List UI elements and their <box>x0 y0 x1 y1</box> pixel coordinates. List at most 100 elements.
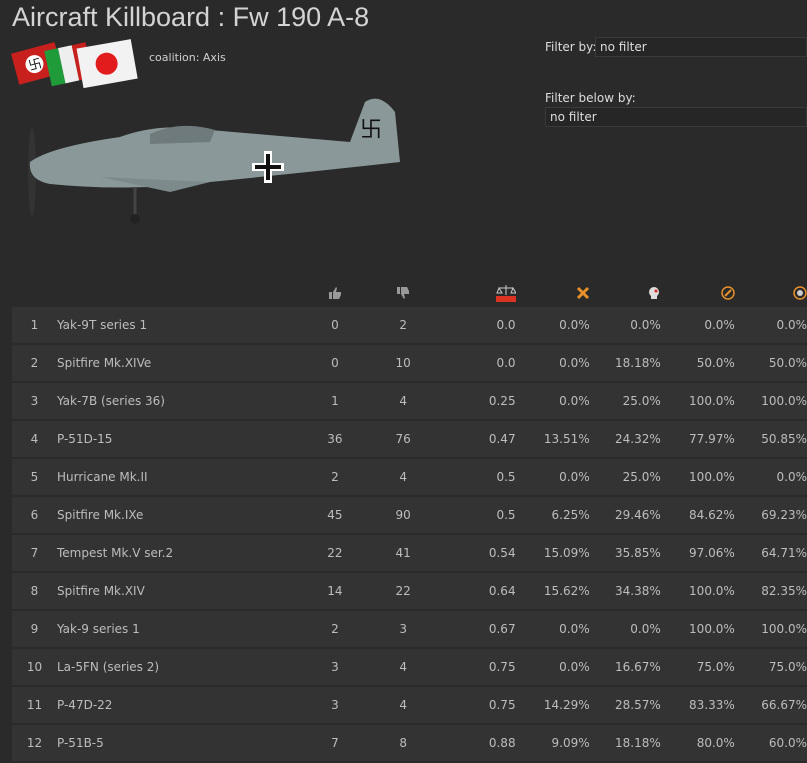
deaths-count: 4 <box>369 687 438 723</box>
stat-d: 64.71% <box>734 535 807 571</box>
stat-d: 100.0% <box>734 383 807 419</box>
stat-d: 100.0% <box>734 611 807 647</box>
table-row[interactable]: 2 Spitfire Mk.XIVe 0 10 0.0 0.0% 18.18% 50.0% 50… <box>12 345 807 381</box>
kills-count: 3 <box>300 649 370 685</box>
aircraft-name: P-51B-5 <box>57 725 301 761</box>
stat-c: 100.0% <box>660 611 735 647</box>
stat-d: 75.0% <box>734 649 807 685</box>
table-row[interactable]: 7 Tempest Mk.V ser.2 22 41 0.54 15.09% 35.85% 9… <box>12 535 807 571</box>
stat-a: 15.62% <box>515 573 590 609</box>
row-rank: 5 <box>12 459 57 495</box>
kd-ratio: 0.5 <box>437 459 516 495</box>
skull-icon <box>590 284 661 305</box>
stat-a: 0.0% <box>515 611 590 647</box>
row-rank: 2 <box>12 345 57 381</box>
row-rank: 7 <box>12 535 57 571</box>
aircraft-name: Yak-9T series 1 <box>57 307 301 343</box>
stat-d: 60.0% <box>734 725 807 761</box>
filter-select[interactable]: no filter <box>595 37 807 57</box>
filter-label: Filter by: <box>545 40 597 54</box>
deaths-count: 2 <box>369 307 438 343</box>
aircraft-name: Hurricane Mk.II <box>57 459 301 495</box>
kd-ratio: 0.0 <box>437 307 516 343</box>
row-rank: 6 <box>12 497 57 533</box>
stat-b: 35.85% <box>589 535 661 571</box>
kd-ratio: 0.88 <box>437 725 516 761</box>
stat-c: 80.0% <box>660 725 735 761</box>
stat-b: 34.38% <box>589 573 661 609</box>
page-title: Aircraft Killboard : Fw 190 A-8 <box>12 2 370 32</box>
deaths-count: 22 <box>369 573 438 609</box>
stat-d: 69.23% <box>734 497 807 533</box>
kills-count: 0 <box>300 307 370 343</box>
filter-below-label: Filter below by: <box>545 91 636 105</box>
kd-ratio: 0.54 <box>437 535 516 571</box>
stat-a: 13.51% <box>515 421 590 457</box>
kd-ratio: 0.75 <box>437 687 516 723</box>
table-row[interactable]: 5 Hurricane Mk.II 2 4 0.5 0.0% 25.0% 100.0% 0.0% <box>12 459 807 495</box>
kills-count: 2 <box>300 611 370 647</box>
filter-below-select[interactable]: no filter <box>545 107 807 127</box>
stat-b: 29.46% <box>589 497 661 533</box>
stat-d: 50.0% <box>734 345 807 381</box>
row-rank: 4 <box>12 421 57 457</box>
deaths-count: 90 <box>369 497 438 533</box>
stat-c: 0.0% <box>660 307 735 343</box>
row-rank: 11 <box>12 687 57 723</box>
deaths-count: 76 <box>369 421 438 457</box>
stat-b: 25.0% <box>589 459 661 495</box>
kills-count: 1 <box>300 383 370 419</box>
stat-b: 24.32% <box>589 421 661 457</box>
table-row[interactable]: 11 P-47D-22 3 4 0.75 14.29% 28.57% 83.33% 66.67% <box>12 687 807 723</box>
deaths-count: 10 <box>369 345 438 381</box>
aircraft-name: Yak-7B (series 36) <box>57 383 301 419</box>
stat-d: 0.0% <box>734 307 807 343</box>
stat-a: 9.09% <box>515 725 590 761</box>
row-rank: 8 <box>12 573 57 609</box>
kd-ratio: 0.75 <box>437 649 516 685</box>
aircraft-name: Tempest Mk.V ser.2 <box>57 535 301 571</box>
stat-c: 84.62% <box>660 497 735 533</box>
table-row[interactable]: 4 P-51D-15 36 76 0.47 13.51% 24.32% 77.97% 50.85… <box>12 421 807 457</box>
kills-count: 0 <box>300 345 370 381</box>
kills-count: 22 <box>300 535 370 571</box>
kills-count: 14 <box>300 573 370 609</box>
stat-c: 83.33% <box>660 687 735 723</box>
row-rank: 1 <box>12 307 57 343</box>
svg-text:卐: 卐 <box>360 118 382 143</box>
stat-b: 0.0% <box>589 307 661 343</box>
stat-d: 0.0% <box>734 459 807 495</box>
table-row[interactable]: 3 Yak-7B (series 36) 1 4 0.25 0.0% 25.0% 100.0%… <box>12 383 807 419</box>
stat-d: 50.85% <box>734 421 807 457</box>
crossed-planes-icon <box>516 284 590 305</box>
stat-a: 0.0% <box>515 383 590 419</box>
kd-ratio: 0.25 <box>437 383 516 419</box>
kd-ratio: 0.47 <box>437 421 516 457</box>
coalition-flags: 卐 <box>11 39 138 89</box>
table-row[interactable]: 12 P-51B-5 7 8 0.88 9.09% 18.18% 80.0% 60.0% <box>12 725 807 761</box>
stat-a: 15.09% <box>515 535 590 571</box>
thumbs-up-icon <box>301 284 369 305</box>
table-row[interactable]: 1 Yak-9T series 1 0 2 0.0 0.0% 0.0% 0.0% 0.0% <box>12 307 807 343</box>
stat-c: 100.0% <box>660 383 735 419</box>
stat-c: 50.0% <box>660 345 735 381</box>
kills-count: 2 <box>300 459 370 495</box>
table-row[interactable]: 6 Spitfire Mk.IXe 45 90 0.5 6.25% 29.46% 84.62%… <box>12 497 807 533</box>
target-skull-icon <box>735 284 807 305</box>
table-row[interactable]: 10 La-5FN (series 2) 3 4 0.75 0.0% 16.67% 75.0%… <box>12 649 807 685</box>
table-row[interactable]: 9 Yak-9 series 1 2 3 0.67 0.0% 0.0% 100.0% 100.0… <box>12 611 807 647</box>
balance-scale-icon <box>437 284 517 305</box>
stat-c: 100.0% <box>660 573 735 609</box>
stat-b: 0.0% <box>589 611 661 647</box>
thumbs-down-icon <box>369 284 437 305</box>
deaths-count: 8 <box>369 725 438 761</box>
stat-a: 14.29% <box>515 687 590 723</box>
killboard-table: 1 Yak-9T series 1 0 2 0.0 0.0% 0.0% 0.0% 0.0% 2 Sp… <box>12 282 807 763</box>
aircraft-image: 卐 <box>28 98 400 224</box>
stat-c: 77.97% <box>660 421 735 457</box>
aircraft-name: P-47D-22 <box>57 687 301 723</box>
stat-d: 66.67% <box>734 687 807 723</box>
stat-b: 18.18% <box>589 725 661 761</box>
table-row[interactable]: 8 Spitfire Mk.XIV 14 22 0.64 15.62% 34.38% 100.… <box>12 573 807 609</box>
aircraft-name: Spitfire Mk.XIV <box>57 573 301 609</box>
